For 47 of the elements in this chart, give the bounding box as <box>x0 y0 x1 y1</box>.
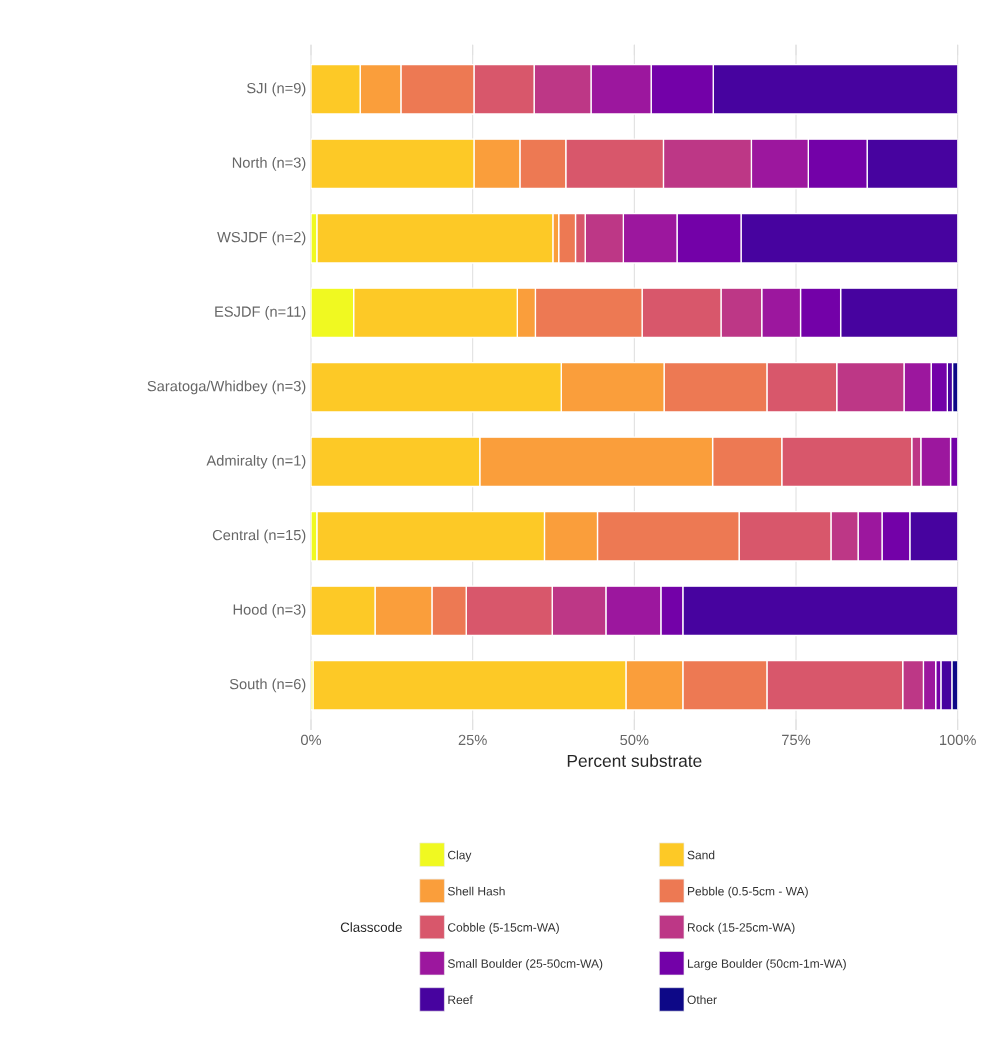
bar <box>311 64 361 115</box>
x-tick-label: 0% <box>300 734 322 746</box>
bar <box>311 138 475 190</box>
y-tick-label: South (n=6) <box>229 678 306 693</box>
bar <box>650 64 714 115</box>
legend-label: Other <box>687 995 717 1005</box>
x-tick-label: 25% <box>458 734 487 746</box>
x-tick-label: 75% <box>782 734 811 746</box>
y-tick-label: Hood (n=3) <box>233 603 306 618</box>
bar <box>312 659 627 711</box>
legend-title: Classcode <box>340 922 402 932</box>
y-tick-label: ESJDF (n=11) <box>215 306 306 320</box>
bar <box>740 213 958 264</box>
bar <box>930 362 949 413</box>
x-tick-label: 100% <box>940 734 976 746</box>
x-axis-title: Percent substrate <box>567 754 702 767</box>
y-tick-label: North (n=3) <box>232 157 306 171</box>
bar <box>799 287 842 339</box>
legend-label: Cobble (5-15cm-WA) <box>448 922 559 935</box>
bar <box>807 138 868 190</box>
bar <box>866 138 958 190</box>
y-tick-label: WSJDF (n=2) <box>217 231 306 246</box>
legend-label: Clay <box>448 850 472 862</box>
bar <box>353 287 518 339</box>
bar <box>311 436 481 488</box>
bar <box>909 510 958 562</box>
legend-label: Large Boulder (50cm-1m-WA) <box>687 959 846 971</box>
legend-label: Pebble (0.5-5cm - WA) <box>687 886 808 898</box>
bar <box>316 213 554 264</box>
legend-label: Rock (15-25cm-WA) <box>687 922 795 935</box>
bar <box>311 362 562 413</box>
bar <box>311 585 376 637</box>
bar <box>839 287 958 339</box>
legend-label: Sand <box>687 850 715 860</box>
bar <box>712 64 958 115</box>
y-tick-label: SJI (n=9) <box>247 82 306 97</box>
legend-label: Reef <box>448 995 473 1005</box>
bar <box>316 510 546 562</box>
bar <box>881 510 911 562</box>
x-tick-label: 50% <box>620 734 649 746</box>
y-tick-label: Saratoga/Whidbey (n=3) <box>147 380 306 395</box>
legend-label: Shell Hash <box>447 886 505 896</box>
bar <box>682 585 958 637</box>
y-tick-label: Central (n=15) <box>212 529 306 544</box>
y-tick-label: Admiralty (n=1) <box>206 455 306 469</box>
legend-label: Small Boulder (25-50cm-WA) <box>447 959 603 971</box>
bar <box>676 213 742 264</box>
